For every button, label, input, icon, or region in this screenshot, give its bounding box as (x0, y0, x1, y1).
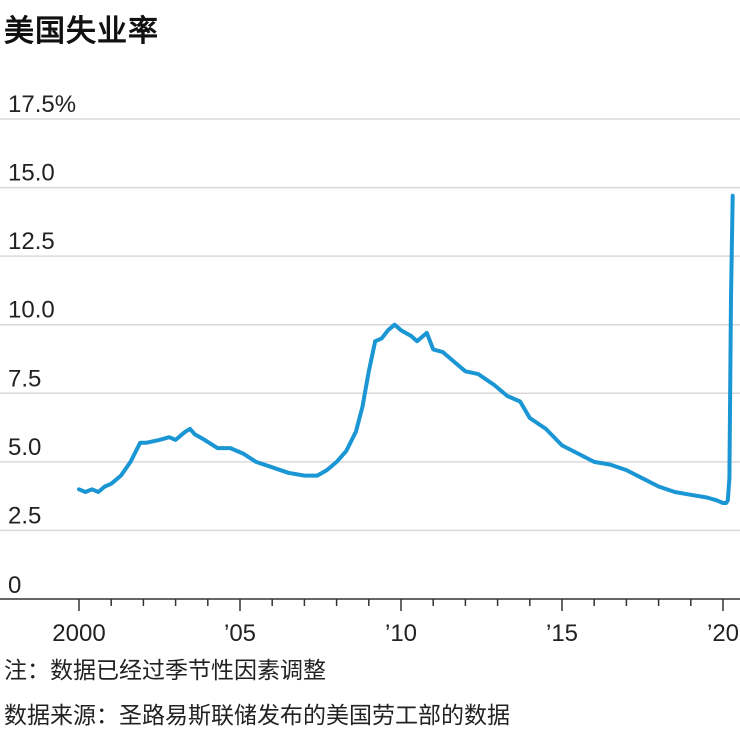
y-tick-label: 0 (8, 572, 21, 599)
x-axis-tick-labels: 2000 ’05 ’10 ’15 ’20 (52, 620, 739, 647)
chart-title: 美国失业率 (4, 14, 159, 49)
grid-lines (0, 118, 740, 532)
y-tick-label: 15.0 (8, 160, 55, 187)
x-axis-ticks (78, 599, 724, 611)
y-tick-label: 12.5 (8, 228, 55, 255)
y-tick-label: 10.0 (8, 297, 55, 324)
unemployment-rate-line (77, 193, 735, 505)
y-tick-label: 7.5 (8, 365, 41, 392)
x-tick-label: 2000 (52, 620, 105, 647)
y-tick-label: 17.5% (8, 91, 76, 118)
x-tick-label: ’20 (707, 620, 739, 647)
y-tick-label: 5.0 (8, 434, 41, 461)
x-tick-label: ’05 (224, 620, 256, 647)
y-tick-label: 2.5 (8, 502, 41, 529)
y-axis-tick-labels: 17.5% 15.0 12.5 10.0 7.5 5.0 2.5 0 (8, 91, 76, 599)
chart-note: 注：数据已经过季节性因素调整 (4, 658, 326, 684)
x-tick-label: ’15 (546, 620, 578, 647)
x-tick-label: ’10 (385, 620, 417, 647)
chart-source: 数据来源：圣路易斯联储发布的美国劳工部的数据 (4, 703, 510, 729)
